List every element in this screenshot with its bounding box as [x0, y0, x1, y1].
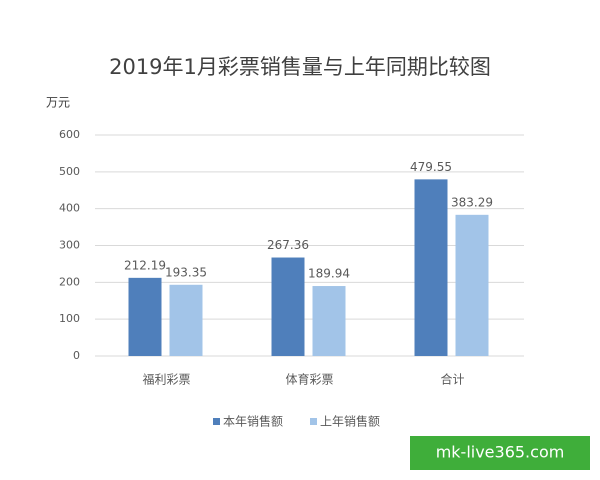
- y-tick-label: 600: [59, 128, 80, 141]
- y-axis-label: 万元: [46, 96, 70, 110]
- value-label: 189.94: [308, 267, 350, 281]
- value-label: 267.36: [267, 238, 309, 252]
- x-tick-label: 体育彩票: [285, 372, 333, 387]
- y-tick-label: 100: [59, 312, 80, 325]
- watermark-box: [410, 436, 590, 470]
- bar: [128, 277, 162, 356]
- bar: [455, 214, 489, 356]
- legend-swatch: [213, 418, 220, 425]
- value-label: 212.19: [124, 258, 166, 272]
- y-tick-label: 200: [59, 275, 80, 288]
- bar: [414, 179, 448, 356]
- bar: [312, 286, 346, 356]
- legend-label: 上年销售额: [320, 414, 380, 429]
- legend-label: 本年销售额: [223, 414, 283, 429]
- watermark: mk-live365.com: [436, 443, 565, 462]
- bar: [271, 257, 305, 356]
- x-tick-label: 福利彩票: [142, 372, 190, 387]
- y-tick-label: 400: [59, 202, 80, 215]
- bar: [169, 284, 203, 356]
- legend-swatch: [310, 418, 317, 425]
- y-tick-label: 0: [73, 349, 80, 362]
- value-label: 193.35: [165, 265, 207, 279]
- chart-title: 2019年1月彩票销售量与上年同期比较图: [109, 55, 491, 79]
- y-tick-label: 300: [59, 239, 80, 252]
- value-label: 479.55: [410, 160, 452, 174]
- x-tick-label: 合计: [440, 372, 464, 387]
- y-tick-label: 500: [59, 165, 80, 178]
- value-label: 383.29: [451, 195, 493, 209]
